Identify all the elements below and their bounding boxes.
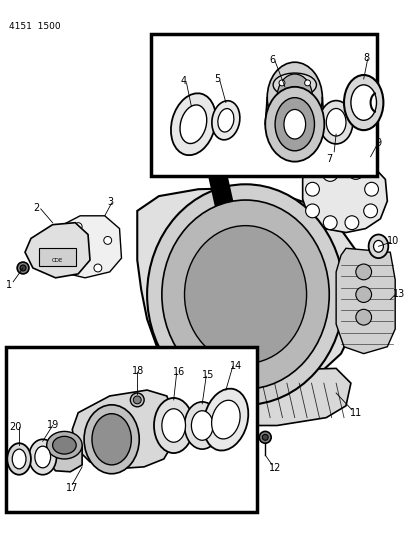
Circle shape <box>259 431 271 443</box>
Circle shape <box>348 164 364 180</box>
Polygon shape <box>208 176 257 309</box>
Text: 20: 20 <box>9 422 22 432</box>
Ellipse shape <box>35 446 51 468</box>
Circle shape <box>356 287 372 302</box>
Ellipse shape <box>368 235 388 258</box>
Ellipse shape <box>284 109 306 139</box>
Text: CDE: CDE <box>52 257 63 263</box>
Circle shape <box>20 265 26 271</box>
Ellipse shape <box>184 225 306 364</box>
Circle shape <box>356 264 372 280</box>
Ellipse shape <box>162 409 186 442</box>
Text: 14: 14 <box>230 360 242 370</box>
Ellipse shape <box>12 449 26 469</box>
Bar <box>39 248 76 266</box>
Ellipse shape <box>326 109 346 136</box>
Text: 8: 8 <box>364 53 370 63</box>
Circle shape <box>133 396 141 404</box>
Circle shape <box>356 309 372 325</box>
Polygon shape <box>46 439 82 472</box>
Ellipse shape <box>319 101 353 144</box>
Text: 2: 2 <box>33 203 39 213</box>
Circle shape <box>62 258 69 266</box>
Text: 17: 17 <box>67 482 79 492</box>
Circle shape <box>279 80 285 86</box>
Ellipse shape <box>277 74 313 122</box>
Circle shape <box>345 216 359 230</box>
Polygon shape <box>25 223 90 278</box>
Text: 16: 16 <box>173 367 185 377</box>
Text: 7: 7 <box>326 154 333 164</box>
Ellipse shape <box>275 98 315 151</box>
Polygon shape <box>303 157 387 232</box>
Ellipse shape <box>180 105 207 143</box>
Ellipse shape <box>47 431 82 459</box>
Ellipse shape <box>218 109 234 132</box>
Polygon shape <box>147 368 351 425</box>
Ellipse shape <box>267 62 322 133</box>
Circle shape <box>104 237 112 244</box>
Ellipse shape <box>344 75 384 130</box>
Text: 6: 6 <box>269 55 275 66</box>
Ellipse shape <box>29 439 57 475</box>
Ellipse shape <box>84 405 139 474</box>
Ellipse shape <box>171 93 216 155</box>
Circle shape <box>131 393 144 407</box>
Text: 13: 13 <box>393 289 406 298</box>
Ellipse shape <box>184 402 220 449</box>
Ellipse shape <box>191 411 213 440</box>
Ellipse shape <box>162 200 329 389</box>
Circle shape <box>17 262 29 274</box>
Bar <box>151 34 377 176</box>
Polygon shape <box>137 188 364 396</box>
Ellipse shape <box>265 87 324 161</box>
Ellipse shape <box>351 85 377 120</box>
Circle shape <box>94 264 102 272</box>
Text: 19: 19 <box>47 419 59 430</box>
Circle shape <box>306 204 319 218</box>
Ellipse shape <box>53 437 76 454</box>
Circle shape <box>364 204 377 218</box>
Text: 4: 4 <box>181 76 187 86</box>
Text: 3: 3 <box>108 197 114 207</box>
Ellipse shape <box>92 414 131 465</box>
Circle shape <box>306 182 319 196</box>
Circle shape <box>323 216 337 230</box>
Circle shape <box>74 223 82 231</box>
Polygon shape <box>336 248 395 353</box>
Text: 15: 15 <box>202 370 215 381</box>
Bar <box>6 347 257 512</box>
Polygon shape <box>72 390 174 469</box>
Circle shape <box>322 166 338 181</box>
Text: 10: 10 <box>387 237 399 246</box>
Text: 5: 5 <box>214 74 220 84</box>
Ellipse shape <box>7 443 31 475</box>
Ellipse shape <box>154 398 193 453</box>
Text: 11: 11 <box>350 408 362 418</box>
Ellipse shape <box>374 240 384 252</box>
Circle shape <box>305 80 310 86</box>
Ellipse shape <box>273 73 317 96</box>
Ellipse shape <box>147 184 344 405</box>
Circle shape <box>365 182 379 196</box>
Ellipse shape <box>212 101 240 140</box>
Circle shape <box>262 434 268 440</box>
Text: 18: 18 <box>132 366 144 376</box>
Text: 12: 12 <box>269 463 282 473</box>
Text: 9: 9 <box>375 138 381 148</box>
Ellipse shape <box>212 400 240 439</box>
Ellipse shape <box>204 389 248 450</box>
Text: 4151  1500: 4151 1500 <box>9 22 61 31</box>
Polygon shape <box>51 216 122 278</box>
Polygon shape <box>139 347 208 413</box>
Text: 1: 1 <box>6 280 12 290</box>
